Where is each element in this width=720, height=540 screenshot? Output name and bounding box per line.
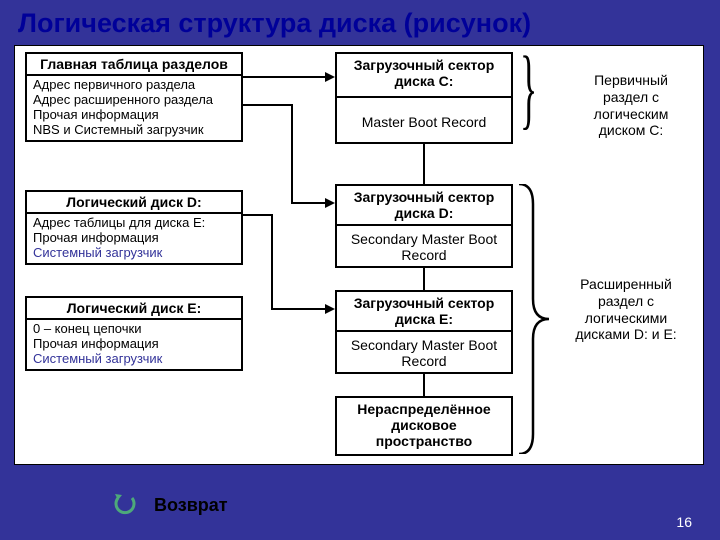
right-label-primary: Первичный раздел с логическим диском C: [571, 72, 691, 139]
connector [423, 374, 425, 396]
body-line: Адрес первичного раздела [33, 78, 235, 93]
slide-title: Логическая структура диска (рисунок) [0, 0, 720, 45]
connector [423, 142, 425, 184]
return-label[interactable]: Возврат [154, 495, 228, 516]
body-line: Системный загрузчик [33, 246, 235, 261]
body-line: Адрес расширенного раздела [33, 93, 235, 108]
connector [243, 104, 293, 106]
box-header: Логический диск E: [27, 298, 241, 320]
box-body: Master Boot Record [337, 98, 511, 142]
center-box-c: Загрузочный сектор диска C: Master Boot … [335, 52, 513, 144]
connector [291, 202, 325, 204]
arrow-head-icon [325, 304, 335, 314]
body-line: Прочая информация [33, 231, 235, 246]
connector [271, 308, 325, 310]
body-line: Прочая информация [33, 337, 235, 352]
center-box-e: Загрузочный сектор диска E: Secondary Ma… [335, 290, 513, 374]
box-header: Нераспределённое дисковое пространство [337, 398, 511, 454]
body-line: Системный загрузчик [33, 352, 235, 367]
brace-icon: } [520, 44, 537, 144]
connector [243, 214, 273, 216]
body-line: Адрес таблицы для диска E: [33, 216, 235, 231]
box-header: Логический диск D: [27, 192, 241, 214]
connector [271, 214, 273, 310]
box-body: Адрес таблицы для диска E: Прочая информ… [27, 214, 241, 263]
diagram-area: Главная таблица разделов Адрес первичног… [14, 45, 704, 465]
box-header: Загрузочный сектор диска D: [337, 186, 511, 226]
box-body: Адрес первичного раздела Адрес расширенн… [27, 76, 241, 140]
box-header: Загрузочный сектор диска C: [337, 54, 511, 98]
connector [243, 76, 325, 78]
left-box-logical-d: Логический диск D: Адрес таблицы для дис… [25, 190, 243, 265]
left-box-logical-e: Логический диск E: 0 – конец цепочки Про… [25, 296, 243, 371]
brace-icon [515, 184, 555, 454]
return-icon[interactable] [110, 492, 140, 518]
box-body: Secondary Master Boot Record [337, 332, 511, 372]
center-box-d: Загрузочный сектор диска D: Secondary Ma… [335, 184, 513, 268]
page-number: 16 [676, 514, 692, 530]
box-body: Secondary Master Boot Record [337, 226, 511, 266]
box-header: Главная таблица разделов [27, 54, 241, 76]
body-line: 0 – конец цепочки [33, 322, 235, 337]
box-header: Загрузочный сектор диска E: [337, 292, 511, 332]
body-line: Прочая информация [33, 108, 235, 123]
slide: Логическая структура диска (рисунок) Гла… [0, 0, 720, 540]
right-label-extended: Расширенный раздел с логическими дисками… [561, 276, 691, 343]
center-box-unallocated: Нераспределённое дисковое пространство [335, 396, 513, 456]
body-line: NBS и Системный загрузчик [33, 123, 235, 138]
return-row: Возврат [110, 492, 228, 518]
left-box-main-partition-table: Главная таблица разделов Адрес первичног… [25, 52, 243, 142]
connector [423, 266, 425, 290]
arrow-head-icon [325, 72, 335, 82]
connector [291, 104, 293, 204]
box-body: 0 – конец цепочки Прочая информация Сист… [27, 320, 241, 369]
arrow-head-icon [325, 198, 335, 208]
